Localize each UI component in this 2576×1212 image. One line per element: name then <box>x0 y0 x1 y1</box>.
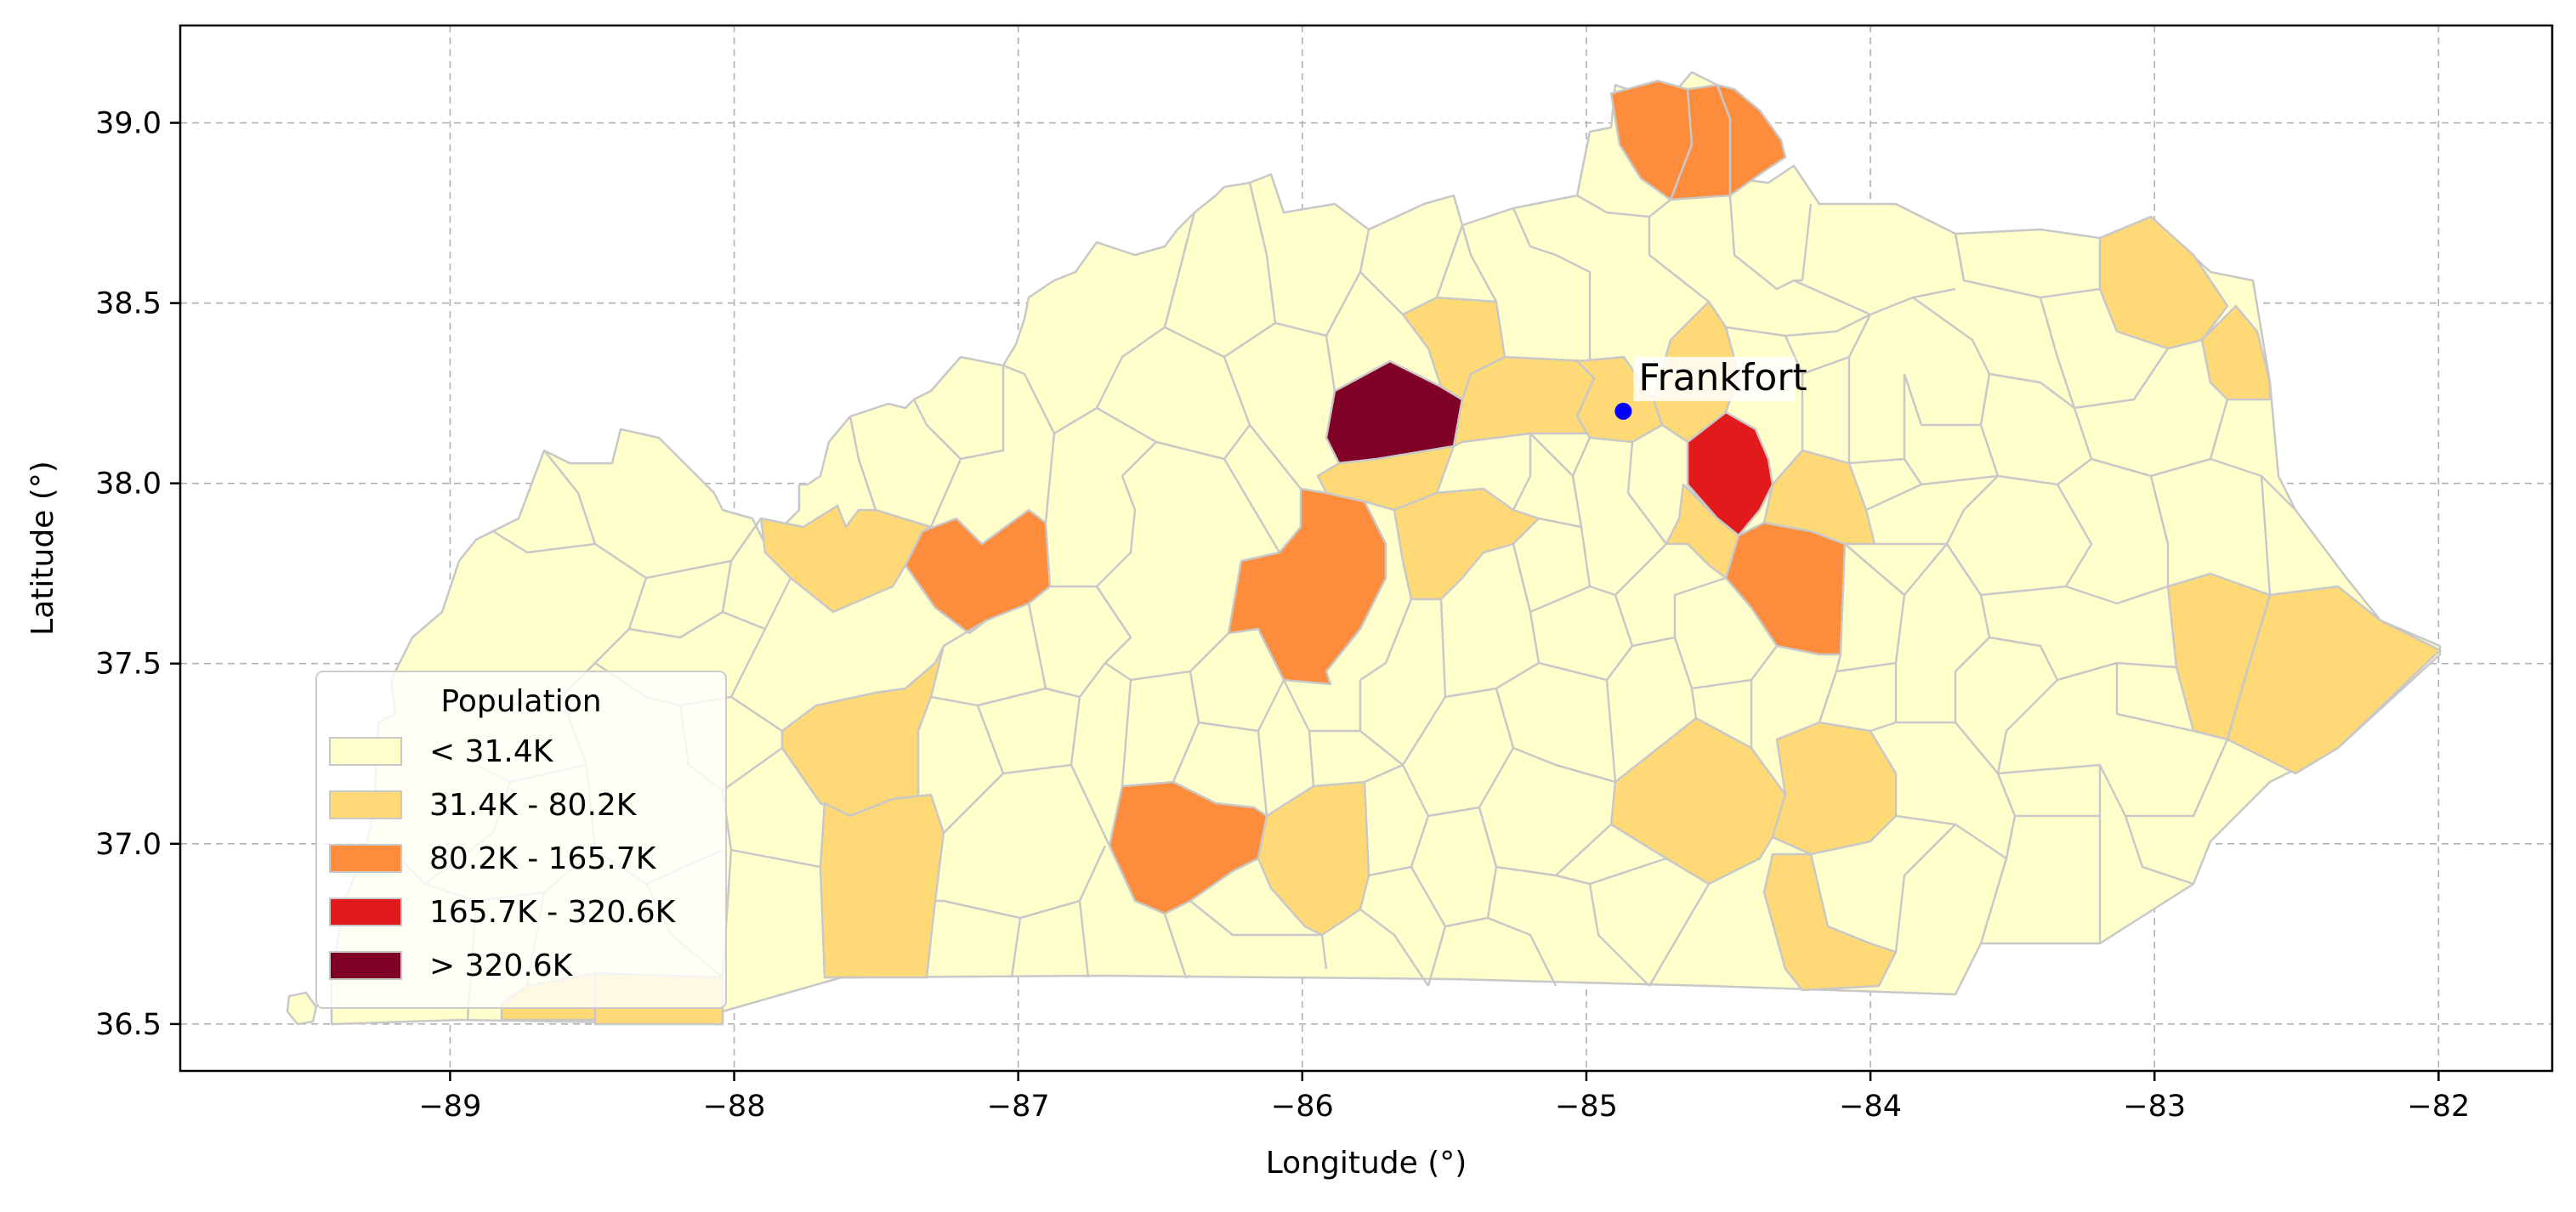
legend-swatch <box>329 737 402 766</box>
y-axis-label: Latitude (°) <box>26 461 60 636</box>
capital-marker-group: Frankfort <box>1614 356 1807 420</box>
x-tick-label: −84 <box>1839 1090 1902 1124</box>
county-barren <box>1257 780 1370 937</box>
legend-item: < 31.4K <box>329 734 554 769</box>
county-daviess <box>904 508 1052 635</box>
county-henderson <box>759 504 933 614</box>
county-regions <box>286 71 2442 1026</box>
county-whitley <box>1762 852 1898 992</box>
x-tick-label: −87 <box>987 1090 1050 1124</box>
legend-label: > 320.6K <box>429 949 574 983</box>
legend-title: Population <box>440 684 601 719</box>
y-tick-label: 38.5 <box>95 287 162 321</box>
y-tick-label: 38.0 <box>95 467 162 501</box>
x-tick-label: −85 <box>1555 1090 1618 1124</box>
y-tick-label: 39.0 <box>95 107 162 141</box>
county-hardin <box>1227 487 1387 686</box>
legend-item: 165.7K - 320.6K <box>329 895 677 930</box>
x-tick-label: −89 <box>418 1090 481 1124</box>
county-campbell <box>1716 83 1787 197</box>
x-tick-label: −82 <box>2407 1090 2470 1124</box>
legend: Population < 31.4K 31.4K - 80.2K 80.2K - 1… <box>315 671 727 1009</box>
legend-item: 80.2K - 165.7K <box>329 841 657 876</box>
county-fayette <box>1686 411 1774 537</box>
county-laurel <box>1609 716 1787 886</box>
axis-ticks: −89 −88 −87 −86 −85 −84 −83 −82 36.5 37.0 37.5 38.0… <box>95 107 2470 1124</box>
capital-label-background <box>1633 356 1796 401</box>
county-nelson <box>1393 487 1540 601</box>
legend-item: 31.4K - 80.2K <box>329 788 638 823</box>
legend-box <box>315 671 727 1009</box>
x-tick-label: −86 <box>1271 1090 1334 1124</box>
capital-city-label: Frankfort <box>1638 356 1807 399</box>
axes-frame <box>179 24 2554 1073</box>
legend-items: < 31.4K 31.4K - 80.2K 80.2K - 165.7K 165.7K… <box>329 734 677 983</box>
legend-label: 165.7K - 320.6K <box>429 895 677 930</box>
legend-label: 31.4K - 80.2K <box>429 788 638 823</box>
y-tick-label: 36.5 <box>95 1008 162 1042</box>
county-pulaski <box>1771 721 1898 856</box>
legend-swatch <box>329 844 402 873</box>
capital-city-marker <box>1614 402 1632 420</box>
county-floyd <box>2166 572 2272 741</box>
legend-label: < 31.4K <box>429 734 554 769</box>
legend-item: > 320.6K <box>329 949 574 983</box>
x-tick-label: −88 <box>703 1090 766 1124</box>
legend-swatch <box>329 951 402 980</box>
y-tick-label: 37.5 <box>95 648 162 682</box>
legend-swatch <box>329 790 402 819</box>
y-tick-label: 37.0 <box>95 828 162 862</box>
x-tick-label: −83 <box>2123 1090 2186 1124</box>
legend-label: 80.2K - 165.7K <box>429 841 657 876</box>
county-jessamine <box>1665 483 1740 580</box>
county-boyd <box>2098 215 2229 350</box>
x-axis-label: Longitude (°) <box>1266 1146 1467 1181</box>
county-fulton-exclave <box>286 991 318 1026</box>
county-christian <box>819 793 945 979</box>
county-warren <box>1108 780 1268 915</box>
legend-swatch <box>329 898 402 926</box>
county-greenup <box>2200 304 2272 401</box>
